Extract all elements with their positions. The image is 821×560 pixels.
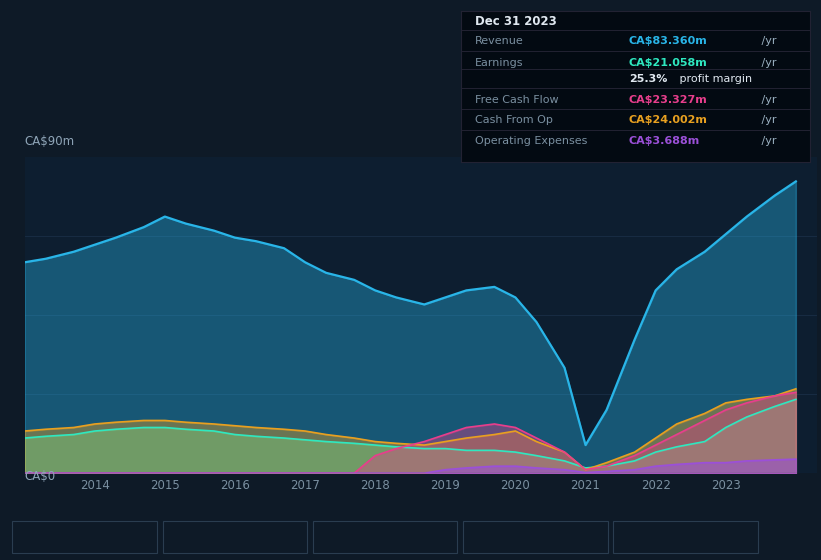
Text: Cash From Op: Cash From Op xyxy=(484,532,561,542)
Text: Free Cash Flow: Free Cash Flow xyxy=(334,532,416,542)
Text: ●: ● xyxy=(470,532,479,542)
Text: Earnings: Earnings xyxy=(184,532,231,542)
Text: 25.3%: 25.3% xyxy=(629,74,667,84)
Text: Earnings: Earnings xyxy=(475,58,524,68)
Text: CA$3.688m: CA$3.688m xyxy=(629,136,700,146)
Text: /yr: /yr xyxy=(758,58,777,68)
Text: CA$0: CA$0 xyxy=(25,470,56,483)
Text: ●: ● xyxy=(170,532,178,542)
Text: ●: ● xyxy=(621,532,629,542)
Text: Revenue: Revenue xyxy=(34,532,81,542)
Text: CA$21.058m: CA$21.058m xyxy=(629,58,708,68)
Text: /yr: /yr xyxy=(758,36,777,46)
Text: Operating Expenses: Operating Expenses xyxy=(475,136,588,146)
Text: ●: ● xyxy=(20,532,28,542)
Text: ●: ● xyxy=(320,532,328,542)
Text: Free Cash Flow: Free Cash Flow xyxy=(475,95,559,105)
Text: Dec 31 2023: Dec 31 2023 xyxy=(475,15,557,27)
Text: Cash From Op: Cash From Op xyxy=(475,115,553,125)
Text: CA$23.327m: CA$23.327m xyxy=(629,95,708,105)
Text: /yr: /yr xyxy=(758,136,777,146)
Text: CA$90m: CA$90m xyxy=(25,136,75,148)
Text: /yr: /yr xyxy=(758,95,777,105)
Text: profit margin: profit margin xyxy=(676,74,752,84)
Text: CA$24.002m: CA$24.002m xyxy=(629,115,708,125)
Text: /yr: /yr xyxy=(758,115,777,125)
Text: Revenue: Revenue xyxy=(475,36,524,46)
Text: CA$83.360m: CA$83.360m xyxy=(629,36,708,46)
Text: Operating Expenses: Operating Expenses xyxy=(635,532,745,542)
